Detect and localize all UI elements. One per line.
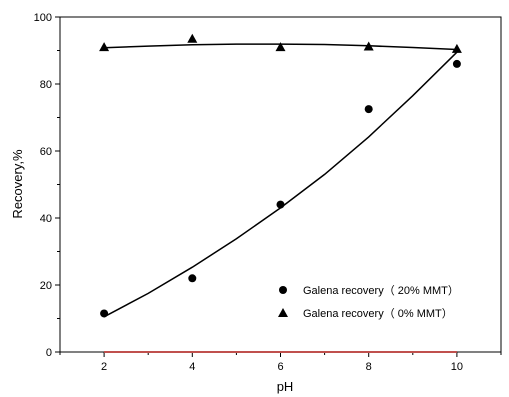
fit-curve-0: [103, 51, 458, 318]
point-1-4: [451, 43, 462, 53]
point-0-2: [276, 200, 285, 209]
plot-frame: [59, 16, 502, 353]
data-markers: [99, 33, 462, 318]
point-1-0: [99, 42, 110, 52]
legend: Galena recovery（ 20% MMT） Galena recovery…: [278, 284, 459, 320]
y-tick-label-1: 20: [40, 280, 52, 292]
y-tick-label-4: 80: [40, 79, 52, 91]
y-axis-title: Recovery,%: [10, 149, 25, 219]
x-tick-label-4: 10: [451, 361, 463, 373]
point-1-2: [275, 42, 286, 52]
x-tick-label-2: 6: [277, 361, 283, 373]
point-0-4: [452, 59, 461, 68]
point-1-3: [363, 41, 374, 51]
legend-label-1: Galena recovery（ 0% MMT）: [303, 307, 453, 320]
point-0-1: [188, 274, 197, 283]
x-tick-label-0: 2: [101, 361, 107, 373]
legend-marker-1: [278, 308, 288, 317]
x-axis-title: pH: [277, 379, 294, 394]
y-tick-label-5: 100: [34, 12, 52, 24]
legend-marker-0: [279, 286, 287, 294]
point-0-3: [364, 105, 373, 114]
y-tick-label-3: 60: [40, 146, 52, 158]
fit-curves: [103, 43, 458, 318]
legend-label-0: Galena recovery（ 20% MMT）: [303, 284, 459, 297]
y-tick-label-2: 40: [40, 213, 52, 225]
x-tick-label-3: 8: [366, 361, 372, 373]
x-tick-label-1: 4: [189, 361, 195, 373]
y-tick-label-0: 0: [46, 347, 52, 359]
point-0-0: [100, 309, 109, 318]
point-1-1: [187, 33, 198, 43]
